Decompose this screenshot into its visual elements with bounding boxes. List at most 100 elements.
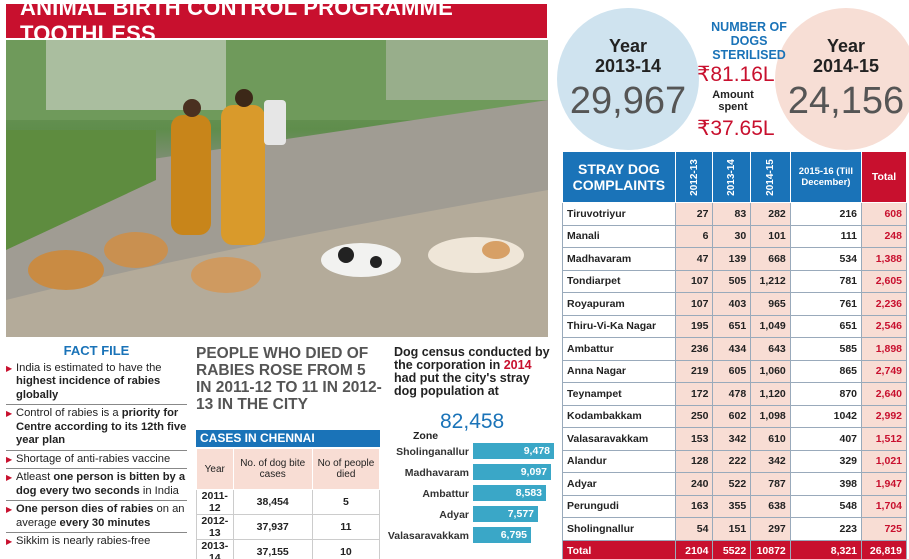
zone-name-cell: Royapuram [562, 292, 676, 316]
cases-cell: 11 [311, 514, 381, 540]
census-bar-row: Adyar 7,577 [394, 506, 554, 524]
zone-name-cell: Tiruvotriyur [562, 202, 676, 226]
table-row: Teynampet 172 478 1,120 870 2,640 [562, 382, 907, 406]
value-cell: 47 [674, 247, 714, 271]
fact-item: Control of rabies is a priority for Cent… [6, 405, 187, 451]
value-cell: 761 [789, 292, 863, 316]
total-cell: 26,819 [861, 539, 907, 559]
value-cell: 434 [712, 337, 752, 361]
fact-file-title: FACT FILE [63, 343, 130, 358]
col-2015-16: 2015-16 (Till December) [789, 151, 863, 203]
zone-name-cell: Sholingnallur [562, 517, 676, 541]
value-cell: 219 [674, 359, 714, 383]
fact-item: Shortage of anti-rabies vaccine [6, 451, 187, 469]
complaints-header: STRAY DOG COMPLAINTS [562, 151, 676, 203]
col-2014-15: 2014-15 [750, 151, 791, 203]
value-cell: 30 [712, 224, 752, 248]
zone-name-cell: Alandur [562, 449, 676, 473]
value-cell: 216 [789, 202, 863, 226]
cases-col-died: No of people died [311, 448, 381, 490]
value-cell: 2,640 [861, 382, 907, 406]
sterilised-title: NUMBER OF DOGS STERILISED [711, 20, 787, 62]
census-bar-value: 7,577 [507, 508, 534, 520]
value-cell: 1,898 [861, 337, 907, 361]
zone-name-cell: Ambattur [562, 337, 676, 361]
value-cell: 1,060 [750, 359, 791, 383]
zone-label: Zone [413, 430, 439, 442]
zone-name-cell: Tondiarpet [562, 269, 676, 293]
value-cell: 398 [789, 472, 863, 496]
census-headline-post: had put the city's stray dog population … [394, 371, 530, 398]
fact-text: One person dies of rabies [16, 503, 154, 515]
census-total: 82,458 [440, 410, 505, 433]
fact-item: Atleast one person is bitten by a dog ev… [6, 469, 187, 501]
fact-text: in India [139, 484, 179, 497]
cases-cell: 5 [311, 489, 381, 515]
year2-label: Year [826, 35, 866, 56]
zone-name-cell: Adyar [562, 472, 676, 496]
value-cell: 151 [712, 517, 752, 541]
value-cell: 101 [750, 224, 791, 248]
value-cell: 403 [712, 292, 752, 316]
value-cell: 602 [712, 404, 752, 428]
value-cell: 787 [750, 472, 791, 496]
page-banner: ANIMAL BIRTH CONTROL PROGRAMME TOOTHLESS [6, 0, 547, 46]
fact-text: India is estimated to have the [16, 361, 162, 374]
table-row: Tondiarpet 107 505 1,212 781 2,605 [562, 269, 907, 293]
value-cell: 870 [789, 382, 863, 406]
year2-count: 24,156 [787, 79, 905, 122]
value-cell: 2,546 [861, 314, 907, 338]
rabies-headline: PEOPLE WHO DIED OF RABIES ROSE FROM 5 IN… [196, 345, 382, 413]
cases-title: CASES IN CHENNAI [196, 430, 380, 447]
value-cell: 54 [674, 517, 714, 541]
value-cell: 342 [750, 449, 791, 473]
table-row: Valasaravakkam 153 342 610 407 1,512 [562, 427, 907, 451]
fact-text: every 30 minutes [59, 516, 151, 529]
value-cell: 2,236 [861, 292, 907, 316]
census-bar: 9,097 [473, 464, 551, 480]
value-cell: 6 [674, 224, 714, 248]
zone-name-cell: Thiru-Vi-Ka Nagar [562, 314, 676, 338]
zone-name-cell: Kodambakkam [562, 404, 676, 428]
year-2013-14-circle: Year 2013-14 29,967 [557, 8, 699, 150]
year1-label: Year [608, 35, 648, 56]
cases-cell: 37,155 [232, 539, 313, 559]
value-cell: 965 [750, 292, 791, 316]
cases-row: 2013-14 37,155 10 [196, 539, 381, 559]
value-cell: 153 [674, 427, 714, 451]
value-cell: 282 [750, 202, 791, 226]
value-cell: 195 [674, 314, 714, 338]
photo-illustration [6, 40, 548, 337]
value-cell: 1,947 [861, 472, 907, 496]
value-cell: 342 [712, 427, 752, 451]
fact-item: India is estimated to have the highest i… [6, 360, 187, 405]
stray-dog-complaints-table: STRAY DOG COMPLAINTS 2012-13 2013-14 201… [562, 151, 907, 559]
census-bar: 6,795 [473, 527, 531, 543]
value-cell: 2,605 [861, 269, 907, 293]
value-cell: 250 [674, 404, 714, 428]
zone-name-cell: Valasaravakkam [562, 427, 676, 451]
census-bar-value: 9,097 [520, 466, 547, 478]
fact-text: one person is bitten by a dog every two … [16, 471, 186, 497]
census-headline-year: 2014 [503, 358, 532, 372]
value-cell: 478 [712, 382, 752, 406]
value-cell: 83 [712, 202, 752, 226]
table-row: Kodambakkam 250 602 1,098 1042 2,992 [562, 404, 907, 428]
stray-dogs-photo [6, 40, 548, 337]
value-cell: 1,098 [750, 404, 791, 428]
value-cell: 355 [712, 494, 752, 518]
value-cell: 27 [674, 202, 714, 226]
value-cell: 1,120 [750, 382, 791, 406]
value-cell: 107 [674, 269, 714, 293]
value-cell: 781 [789, 269, 863, 293]
value-cell: 585 [789, 337, 863, 361]
value-cell: 522 [712, 472, 752, 496]
value-cell: 407 [789, 427, 863, 451]
value-cell: 505 [712, 269, 752, 293]
census-zone-label: Valasaravakkam [387, 530, 469, 542]
table-row: Madhavaram 47 139 668 534 1,388 [562, 247, 907, 271]
table-row: Royapuram 107 403 965 761 2,236 [562, 292, 907, 316]
value-cell: 222 [712, 449, 752, 473]
cases-cell: 10 [311, 539, 381, 559]
value-cell: 725 [861, 517, 907, 541]
